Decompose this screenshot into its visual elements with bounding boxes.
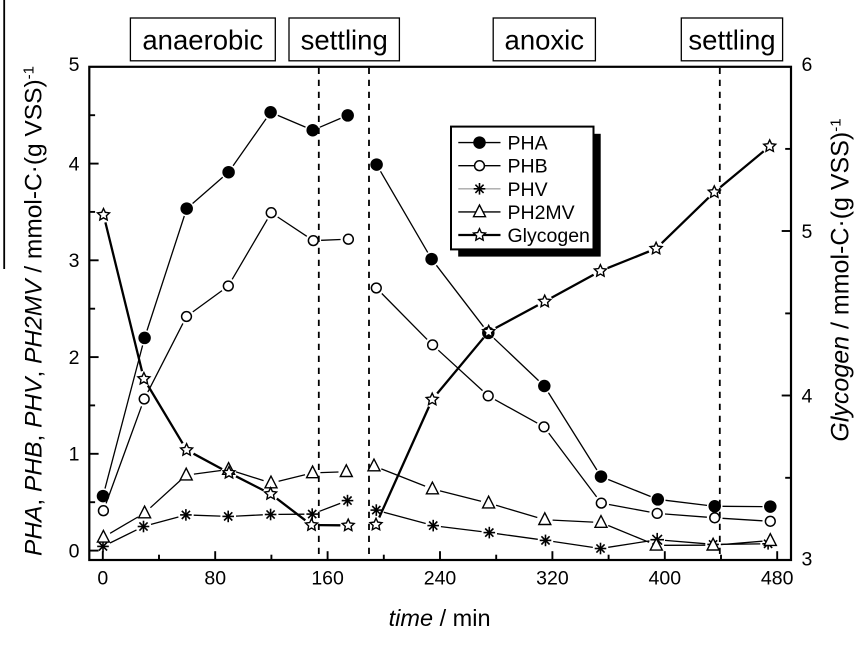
svg-text:5: 5 [802, 221, 813, 243]
svg-text:3: 3 [69, 250, 80, 272]
svg-text:240: 240 [424, 568, 457, 590]
svg-text:PHB: PHB [508, 156, 548, 178]
svg-text:400: 400 [649, 568, 682, 590]
svg-text:PHA, PHB, PHV, PH2MV / mmol-C·: PHA, PHB, PHV, PH2MV / mmol-C·(g VSS)-1 [21, 66, 48, 556]
svg-text:5: 5 [69, 54, 80, 76]
svg-text:480: 480 [761, 568, 794, 590]
svg-text:settling: settling [688, 25, 775, 56]
svg-text:PH2MV: PH2MV [508, 202, 575, 224]
svg-text:320: 320 [536, 568, 569, 590]
svg-text:Glycogen / mmol-C·(g VSS)-1: Glycogen / mmol-C·(g VSS)-1 [827, 118, 855, 441]
svg-text:1: 1 [69, 444, 80, 466]
svg-text:2: 2 [69, 347, 80, 369]
svg-text:PHV: PHV [508, 179, 548, 201]
svg-text:anaerobic: anaerobic [142, 25, 263, 56]
svg-text:6: 6 [802, 54, 813, 76]
svg-text:0: 0 [69, 540, 80, 562]
svg-text:4: 4 [69, 153, 80, 175]
svg-text:0: 0 [97, 568, 108, 590]
svg-text:anoxic: anoxic [505, 25, 585, 56]
svg-text:4: 4 [802, 385, 813, 407]
svg-text:time / min: time / min [389, 605, 491, 631]
svg-text:160: 160 [311, 568, 344, 590]
svg-text:PHA: PHA [508, 133, 548, 155]
svg-text:Glycogen: Glycogen [508, 225, 590, 247]
svg-text:80: 80 [204, 568, 226, 590]
svg-text:3: 3 [802, 548, 813, 570]
svg-text:settling: settling [301, 25, 388, 56]
